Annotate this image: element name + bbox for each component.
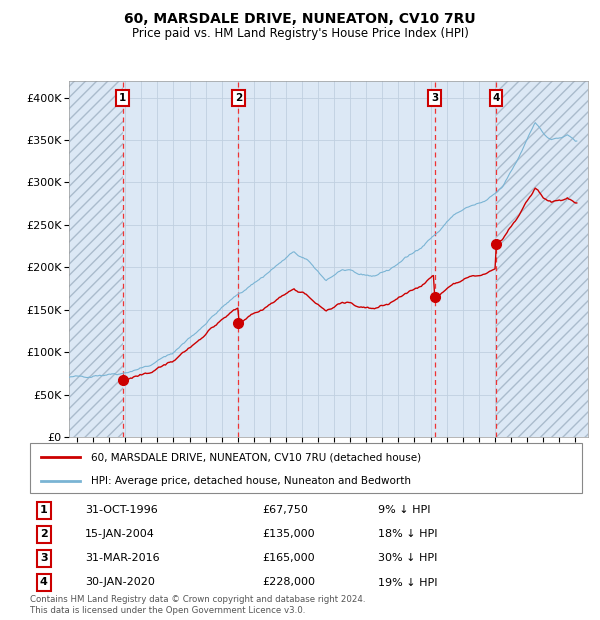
Text: 31-MAR-2016: 31-MAR-2016	[85, 554, 160, 564]
Text: HPI: Average price, detached house, Nuneaton and Bedworth: HPI: Average price, detached house, Nune…	[91, 476, 411, 485]
Text: 18% ↓ HPI: 18% ↓ HPI	[378, 529, 437, 539]
Text: 30% ↓ HPI: 30% ↓ HPI	[378, 554, 437, 564]
Text: Contains HM Land Registry data © Crown copyright and database right 2024.
This d: Contains HM Land Registry data © Crown c…	[30, 595, 365, 614]
Text: Price paid vs. HM Land Registry's House Price Index (HPI): Price paid vs. HM Land Registry's House …	[131, 27, 469, 40]
Text: 4: 4	[493, 93, 500, 103]
Text: 1: 1	[40, 505, 47, 515]
Text: 9% ↓ HPI: 9% ↓ HPI	[378, 505, 430, 515]
Bar	[496, 81, 588, 437]
Text: 3: 3	[40, 554, 47, 564]
Text: 60, MARSDALE DRIVE, NUNEATON, CV10 7RU (detached house): 60, MARSDALE DRIVE, NUNEATON, CV10 7RU (…	[91, 452, 421, 462]
Text: 31-OCT-1996: 31-OCT-1996	[85, 505, 158, 515]
Text: 2: 2	[40, 529, 47, 539]
Text: 2: 2	[235, 93, 242, 103]
Text: 19% ↓ HPI: 19% ↓ HPI	[378, 577, 437, 588]
Bar	[69, 81, 122, 437]
Text: £67,750: £67,750	[262, 505, 308, 515]
Text: 3: 3	[431, 93, 438, 103]
Text: 1: 1	[119, 93, 126, 103]
Text: £135,000: £135,000	[262, 529, 314, 539]
Text: 60, MARSDALE DRIVE, NUNEATON, CV10 7RU: 60, MARSDALE DRIVE, NUNEATON, CV10 7RU	[124, 12, 476, 27]
Text: 4: 4	[40, 577, 48, 588]
Text: £165,000: £165,000	[262, 554, 314, 564]
Text: 30-JAN-2020: 30-JAN-2020	[85, 577, 155, 588]
Text: 15-JAN-2004: 15-JAN-2004	[85, 529, 155, 539]
Text: £228,000: £228,000	[262, 577, 315, 588]
